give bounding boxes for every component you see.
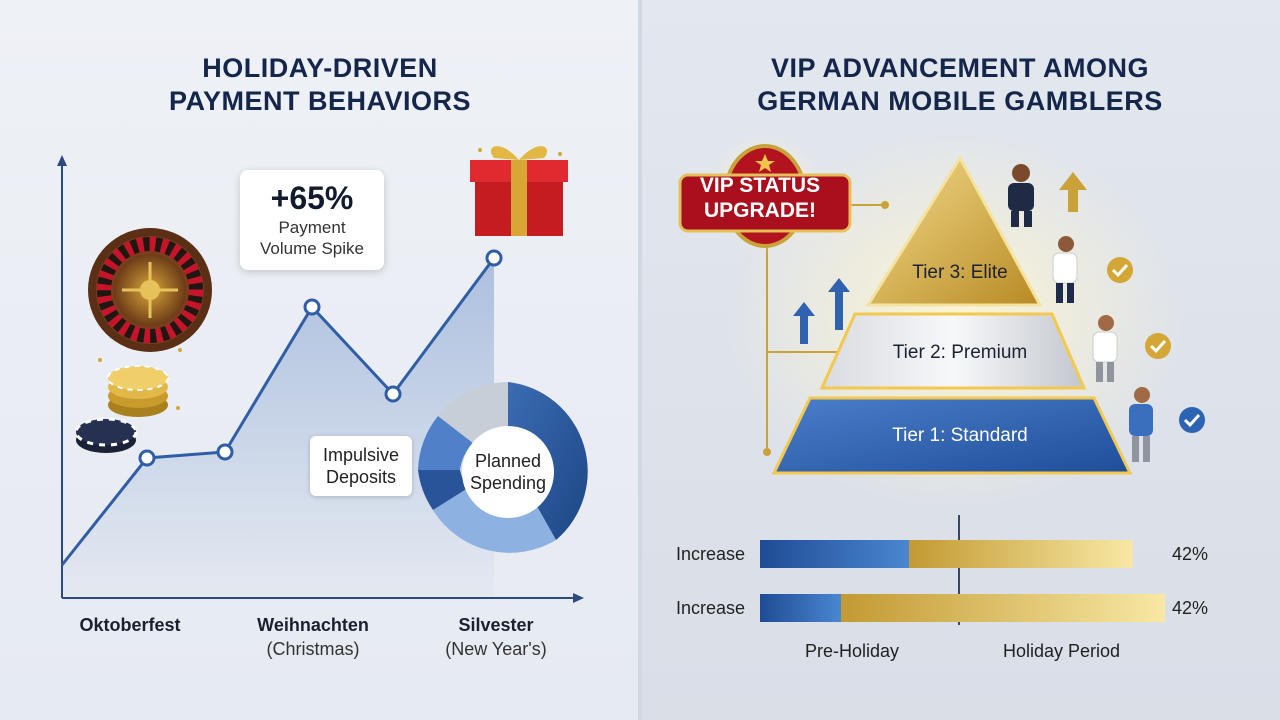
callout-line2: Volume Spike <box>260 239 364 258</box>
trend-point <box>384 385 402 403</box>
left-title-line2: PAYMENT BEHAVIORS <box>168 86 472 116</box>
tier-3-shape <box>865 155 1043 307</box>
checkmark-icon <box>1145 333 1171 359</box>
person-icon <box>1052 236 1078 303</box>
impulsive-deposits-label: Impulsive Deposits <box>310 436 412 496</box>
checkmark-icon <box>1179 407 1205 433</box>
donut-segment <box>433 488 556 553</box>
bar-pre-holiday <box>760 594 841 622</box>
tier-1-shape <box>771 396 1133 475</box>
x-label-silvester: Silvester (New Year's) <box>426 613 566 661</box>
person-icon <box>1008 164 1034 227</box>
tier-3-label: Tier 3: Elite <box>912 262 1008 283</box>
trend-point <box>138 449 156 467</box>
roulette-wheel-icon <box>88 228 212 352</box>
bar-pre-holiday <box>760 540 910 568</box>
trend-area <box>62 258 494 598</box>
right-title-line1: VIP ADVANCEMENT AMONG <box>770 53 1150 83</box>
bar-label: Increase <box>676 598 746 618</box>
bar-percent: 42% <box>1172 598 1209 618</box>
bar-label: Increase <box>676 544 746 564</box>
y-axis-arrow <box>57 155 67 166</box>
poker-chips-icon <box>74 348 182 453</box>
x-axis-arrow <box>573 593 584 603</box>
right-title: VIP ADVANCEMENT AMONG GERMAN MOBILE GAMB… <box>700 52 1220 118</box>
trend-point <box>485 249 503 267</box>
connector-dot <box>881 201 889 209</box>
x-label-sub: (Christmas) <box>266 639 360 659</box>
right-graphic <box>678 130 1205 625</box>
person-icon <box>1092 315 1118 382</box>
connector-dot <box>763 448 771 456</box>
x-label-weihnachten: Weihnachten (Christmas) <box>238 613 388 661</box>
volume-spike-callout: +65% Payment Volume Spike <box>240 170 384 270</box>
planned-spending-label: Planned Spending <box>460 450 556 494</box>
tier-2-shape <box>819 312 1087 390</box>
planned-line2: Spending <box>469 473 547 493</box>
x-label-main: Oktoberfest <box>79 615 181 635</box>
callout-value: +65% <box>270 180 354 216</box>
donut-chart <box>418 382 588 553</box>
panel-divider <box>638 0 642 720</box>
badge-text: VIP STATUS UPGRADE! <box>676 173 844 223</box>
bar-chart <box>760 540 1165 622</box>
x-label-oktoberfest: Oktoberfest <box>60 613 200 637</box>
donut-segment <box>418 470 468 510</box>
donut-segment <box>418 416 473 470</box>
legend-pre-holiday: Pre-Holiday <box>805 641 900 661</box>
impulsive-line1: Impulsive <box>322 445 400 465</box>
bar-percent: 42% <box>1172 544 1209 564</box>
person-icon <box>1129 387 1153 462</box>
trend-line <box>60 257 496 566</box>
trend-point <box>216 443 234 461</box>
tier-2-label: Tier 2: Premium <box>892 342 1028 363</box>
vip-badge-shape <box>678 133 852 253</box>
badge-line1: VIP STATUS <box>699 174 821 197</box>
up-arrow-icon <box>1059 172 1087 212</box>
impulsive-line2: Deposits <box>325 467 397 487</box>
badge-line2: UPGRADE! <box>703 199 816 222</box>
vip-upgrade-badge: VIP STATUS UPGRADE! <box>676 145 844 257</box>
callout-line1: Payment <box>278 218 346 237</box>
bar-holiday-period <box>909 540 1133 568</box>
left-graphic <box>57 146 588 603</box>
gift-box-icon <box>470 146 568 236</box>
checkmark-icon <box>1107 257 1133 283</box>
legend-holiday-period: Holiday Period <box>1003 641 1121 661</box>
left-title: HOLIDAY-DRIVEN PAYMENT BEHAVIORS <box>120 52 520 118</box>
donut-segment <box>438 382 508 443</box>
trend-point <box>303 298 321 316</box>
x-label-main: Weihnachten <box>257 615 369 635</box>
tier-1-label: Tier 1: Standard <box>892 425 1028 446</box>
right-title-line2: GERMAN MOBILE GAMBLERS <box>757 86 1163 116</box>
bar-holiday-period <box>841 594 1165 622</box>
x-label-sub: (New Year's) <box>445 639 547 659</box>
planned-line1: Planned <box>474 451 542 471</box>
left-title-line1: HOLIDAY-DRIVEN <box>202 53 438 83</box>
x-label-main: Silvester <box>458 615 534 635</box>
up-arrow-icon <box>793 278 850 344</box>
